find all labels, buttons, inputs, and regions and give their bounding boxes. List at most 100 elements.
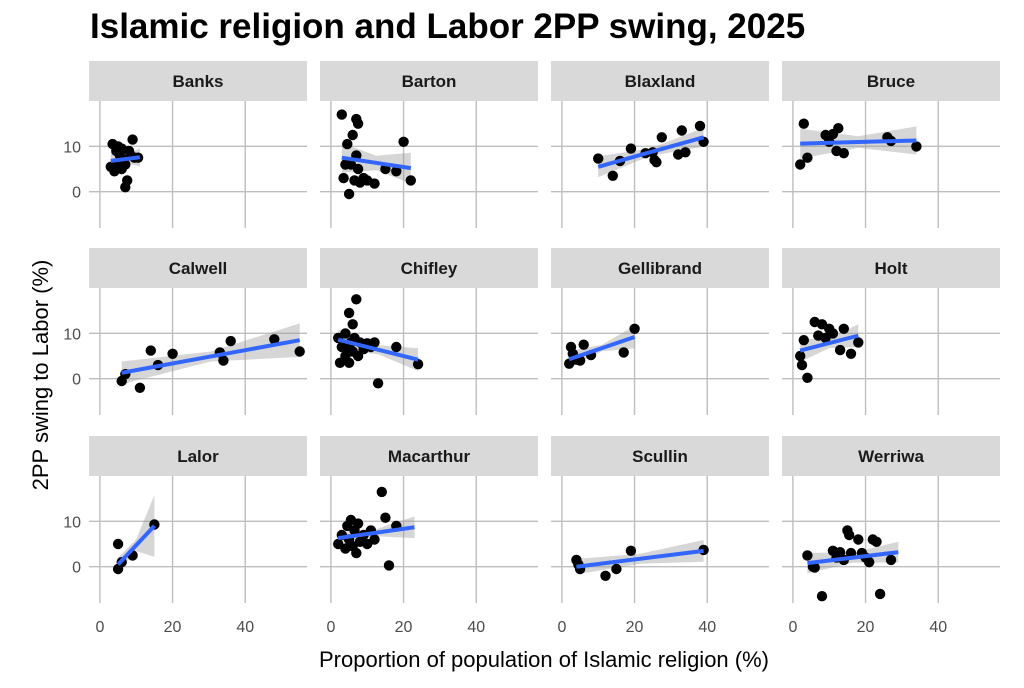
facet-strip-label: Blaxland — [625, 72, 696, 91]
panel-background — [782, 101, 1000, 228]
facet-macarthur: Macarthur 0 20 40 — [320, 436, 538, 636]
data-point — [618, 347, 629, 358]
trend-line — [337, 337, 419, 362]
x-tick-label: 40 — [467, 619, 485, 636]
data-point — [352, 118, 364, 129]
data-point — [676, 125, 687, 136]
data-point — [405, 175, 416, 186]
data-point — [343, 307, 355, 319]
data-point — [625, 143, 637, 154]
data-point — [218, 355, 229, 366]
facet-strip — [782, 248, 1000, 288]
data-point — [342, 138, 353, 150]
x-tick-label: 20 — [626, 619, 644, 636]
facet-strip — [551, 436, 769, 476]
x-tick-label: 20 — [857, 619, 875, 636]
data-point — [336, 109, 347, 120]
facet-strip-label: Calwell — [169, 259, 228, 278]
data-point — [578, 339, 589, 350]
y-tick-label: 10 — [63, 139, 81, 156]
y-tick-label: 10 — [63, 514, 81, 531]
data-point — [796, 359, 808, 371]
x-tick-label: 40 — [236, 619, 254, 636]
data-point — [376, 486, 387, 498]
data-point — [369, 178, 380, 189]
data-point — [838, 323, 849, 334]
data-point — [833, 123, 844, 134]
data-point — [145, 345, 156, 356]
data-point — [340, 328, 351, 339]
data-point — [611, 563, 622, 575]
facet-lalor: Lalor 0 10 0 20 40 — [63, 436, 307, 636]
data-point — [864, 557, 875, 568]
data-point — [853, 337, 864, 348]
trend-line — [800, 138, 917, 146]
facet-strip — [89, 61, 307, 101]
facet-calwell: Calwell 0 10 — [63, 248, 307, 415]
data-point — [380, 512, 391, 523]
x-tick-label: 40 — [698, 619, 716, 636]
facet-strip-label: Lalor — [177, 447, 219, 466]
data-point — [600, 570, 611, 581]
x-tick-label: 0 — [557, 619, 566, 636]
facet-bruce: Bruce — [782, 61, 1000, 228]
data-point — [120, 159, 131, 170]
facet-strip-label: Barton — [402, 72, 457, 91]
data-point — [127, 134, 138, 145]
data-point — [656, 132, 667, 143]
panel-background — [782, 476, 1000, 603]
data-point — [112, 538, 124, 550]
chart-title: Islamic religion and Labor 2PP swing, 20… — [90, 7, 805, 46]
data-point — [802, 550, 813, 561]
data-point — [629, 323, 640, 334]
facet-blaxland: Blaxland — [551, 61, 769, 228]
data-point — [352, 163, 364, 175]
facet-strip-label: Gellibrand — [618, 259, 702, 278]
trend-line — [337, 525, 415, 541]
data-point — [391, 341, 402, 353]
facet-strip-label: Werriwa — [858, 447, 924, 466]
data-point — [347, 129, 358, 141]
x-tick-label: 20 — [164, 619, 182, 636]
facet-strip-label: Holt — [874, 259, 907, 278]
facet-strip — [551, 248, 769, 288]
y-axis-title: 2PP swing to Labor (%) — [28, 260, 53, 491]
facet-gellibrand: Gellibrand — [551, 248, 769, 415]
facet-strip-label: Bruce — [867, 72, 915, 91]
panel-background — [551, 476, 769, 603]
y-tick-label: 0 — [72, 185, 81, 202]
data-point — [343, 188, 355, 200]
trend-line — [116, 524, 156, 566]
facet-strip-label: Scullin — [632, 447, 688, 466]
x-tick-label: 0 — [95, 619, 104, 636]
trend-line — [341, 155, 412, 171]
data-point — [593, 153, 604, 164]
data-point — [269, 334, 280, 345]
facet-strip-label: Chifley — [401, 259, 458, 278]
facet-strip — [89, 436, 307, 476]
data-point — [802, 372, 813, 383]
facet-chifley: Chifley — [320, 248, 538, 415]
data-point — [802, 152, 813, 163]
data-point — [167, 348, 178, 359]
data-point — [798, 118, 809, 129]
data-point — [351, 294, 362, 305]
data-point — [369, 337, 380, 348]
facet-barton: Barton — [320, 61, 538, 228]
facet-strip-label: Banks — [172, 72, 223, 91]
data-point — [827, 328, 839, 339]
y-tick-label: 0 — [72, 560, 81, 577]
facet-strip — [320, 61, 538, 101]
x-tick-label: 0 — [326, 619, 335, 636]
facet-panels: Banks 0 10 Barton Blaxland Bruce Calwell 0 10 Chi… — [63, 61, 1000, 636]
y-tick-label: 10 — [63, 326, 81, 343]
data-point — [625, 545, 637, 556]
data-point — [369, 534, 380, 545]
data-point — [874, 588, 886, 600]
trend-line — [597, 135, 705, 169]
data-point — [391, 166, 402, 177]
facet-werriwa: Werriwa 0 20 40 — [782, 436, 1000, 636]
data-point — [352, 518, 364, 529]
data-point — [680, 147, 691, 158]
data-point — [343, 357, 355, 368]
